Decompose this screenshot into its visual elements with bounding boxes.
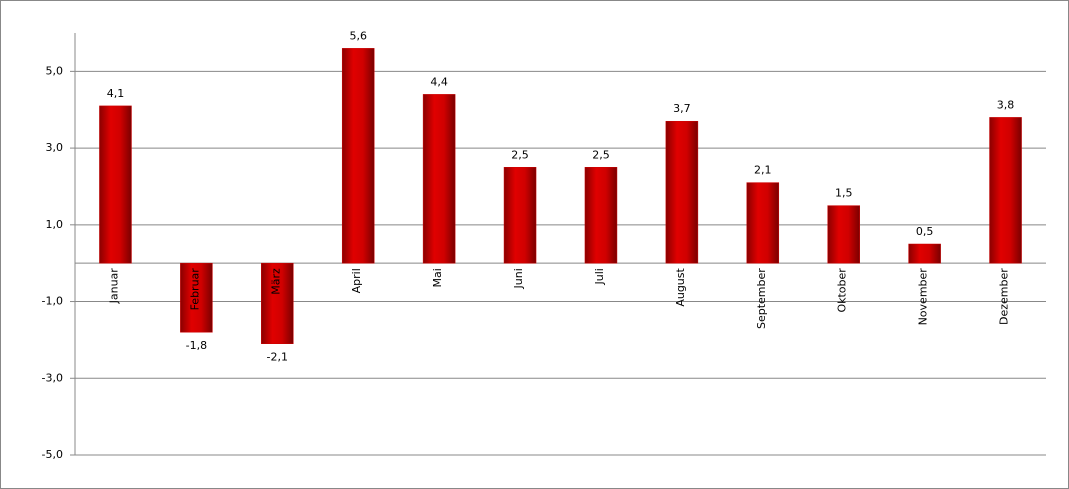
x-tick-label: Dezember <box>998 268 1011 325</box>
x-tick-label: November <box>917 268 930 326</box>
value-label: 3,7 <box>673 102 691 115</box>
bar <box>261 262 294 344</box>
bar <box>989 117 1022 264</box>
x-tick-label: Juli <box>593 268 606 285</box>
value-label: 3,8 <box>997 98 1015 111</box>
bar <box>746 182 780 264</box>
bar <box>827 205 860 264</box>
bar <box>180 262 213 333</box>
value-label: 5,6 <box>349 29 367 42</box>
value-label: -2,1 <box>267 351 288 364</box>
x-tick-label: April <box>350 268 363 293</box>
bar <box>584 167 618 264</box>
x-tick-label: Februar <box>188 268 201 311</box>
value-label: -1,8 <box>186 339 207 352</box>
x-tick-label: März <box>269 268 282 295</box>
value-label: 2,1 <box>754 164 772 177</box>
x-tick-label: Juni <box>512 268 525 289</box>
y-tick-label: 1,0 <box>46 218 64 231</box>
x-tick-label: Oktober <box>836 268 849 313</box>
x-tick-label: September <box>755 268 768 329</box>
bar <box>99 105 132 264</box>
y-tick-label: -3,0 <box>42 371 63 384</box>
x-tick-label: Januar <box>107 268 120 305</box>
x-tick-label: August <box>674 268 687 307</box>
y-tick-label: 5,0 <box>46 64 64 77</box>
bar <box>665 120 699 264</box>
bar <box>422 94 456 264</box>
value-label: 2,5 <box>511 148 529 161</box>
bar <box>341 48 375 264</box>
y-tick-label: -1,0 <box>42 295 63 308</box>
value-label: 4,4 <box>430 75 448 88</box>
value-label: 4,1 <box>107 87 125 100</box>
bar <box>908 243 941 264</box>
value-label: 2,5 <box>592 148 610 161</box>
value-label: 0,5 <box>916 225 934 238</box>
y-tick-label: 3,0 <box>46 141 64 154</box>
value-label: 1,5 <box>835 187 853 200</box>
y-tick-label: -5,0 <box>42 448 63 461</box>
x-tick-label: Mai <box>431 268 444 287</box>
bar <box>503 167 537 264</box>
